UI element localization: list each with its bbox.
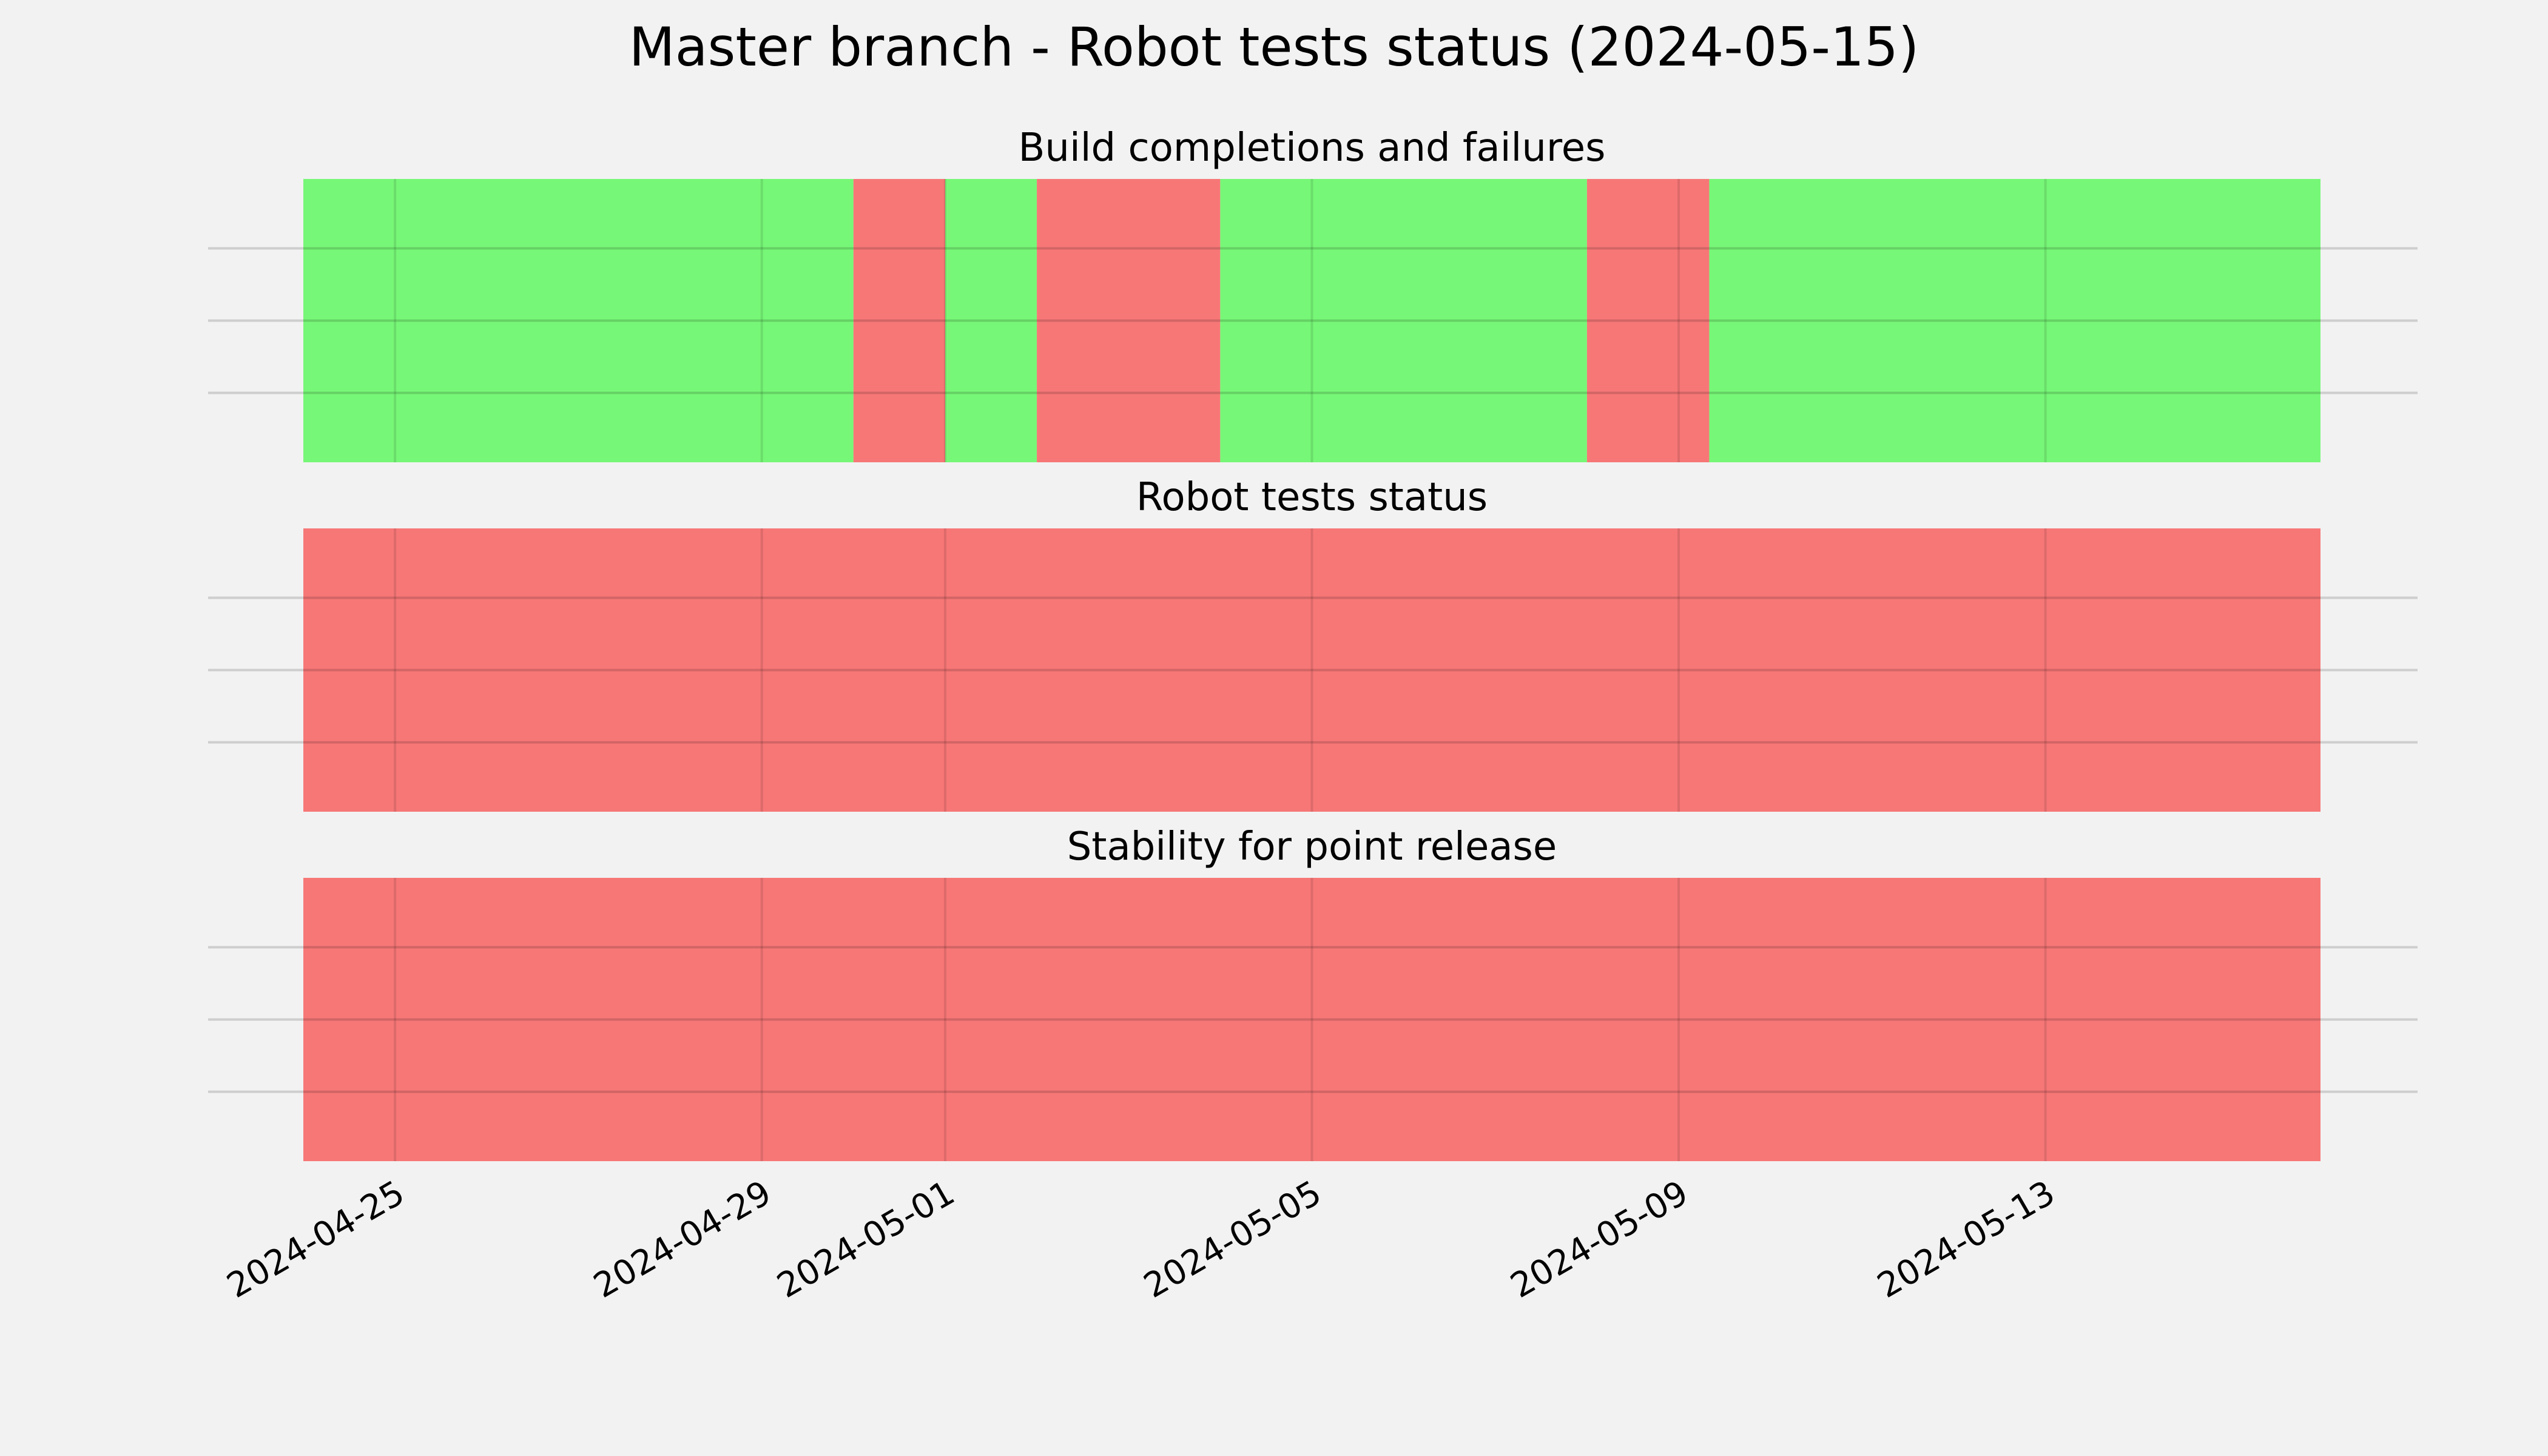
panel-title: Stability for point release <box>1067 824 1557 869</box>
status-segment-pass <box>1220 179 1587 462</box>
chart-panels: Build completions and failures Robot test… <box>208 126 2418 1161</box>
status-segment-fail <box>303 528 2320 812</box>
status-segment-fail <box>1037 179 1221 462</box>
status-segment-pass <box>303 179 854 462</box>
panel-2: Robot tests status <box>208 475 2418 812</box>
panel-1: Build completions and failures <box>208 126 2418 462</box>
status-segment-pass <box>1709 179 2320 462</box>
status-segment-fail <box>853 179 945 462</box>
panel-title: Build completions and failures <box>1019 126 1606 170</box>
panel-3: Stability for point release <box>208 824 2418 1161</box>
chart-title: Master branch - Robot tests status (2024… <box>629 16 1919 78</box>
status-segment-fail <box>1586 179 1710 462</box>
status-segment-pass <box>945 179 1037 462</box>
status-segment-fail <box>303 878 2320 1161</box>
panel-title: Robot tests status <box>1136 475 1488 520</box>
